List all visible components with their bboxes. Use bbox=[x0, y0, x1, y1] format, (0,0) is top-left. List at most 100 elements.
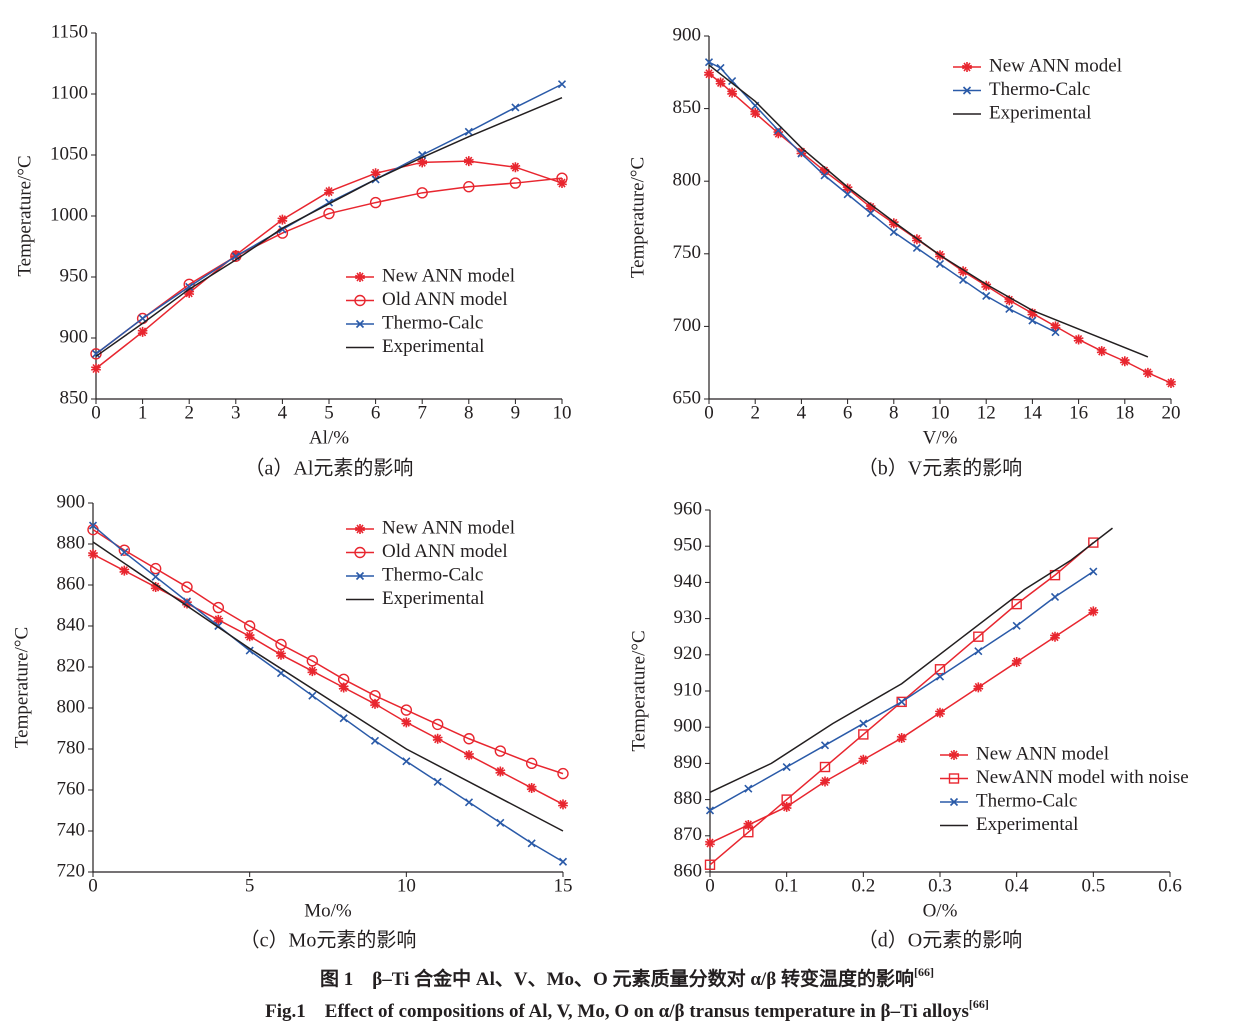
legend-marker bbox=[354, 546, 366, 559]
x-axis-label: Mo/% bbox=[304, 900, 352, 921]
marker bbox=[774, 126, 783, 135]
x-tick-label: 4 bbox=[278, 402, 288, 423]
marker bbox=[750, 107, 761, 118]
legend-marker bbox=[948, 773, 960, 784]
series-line bbox=[708, 73, 1172, 384]
marker bbox=[463, 733, 475, 745]
marker bbox=[727, 87, 738, 98]
legend-marker bbox=[354, 294, 366, 307]
marker bbox=[858, 754, 869, 765]
y-tick-label: 800 bbox=[57, 696, 86, 717]
marker bbox=[510, 162, 521, 173]
y-tick-label: 900 bbox=[674, 716, 703, 737]
x-tick-label: 0 bbox=[88, 875, 98, 896]
legend-label: Experimental bbox=[976, 814, 1078, 835]
marker bbox=[432, 733, 443, 744]
legend-label: Experimental bbox=[382, 336, 484, 357]
marker bbox=[525, 757, 538, 770]
marker bbox=[1011, 657, 1022, 668]
marker bbox=[213, 614, 224, 625]
x-tick-label: 10 bbox=[397, 875, 416, 896]
panel-caption: （d）O元素的影响 bbox=[858, 929, 1022, 952]
y-tick-label: 1000 bbox=[50, 204, 88, 225]
marker bbox=[324, 186, 334, 197]
y-tick-label: 960 bbox=[674, 498, 703, 519]
y-axis-label: Temperature/°C bbox=[14, 155, 35, 276]
marker bbox=[558, 799, 568, 810]
marker bbox=[820, 171, 829, 180]
y-tick-label: 890 bbox=[674, 752, 703, 773]
legend-marker bbox=[949, 750, 959, 760]
marker bbox=[1011, 598, 1022, 610]
y-tick-label: 1050 bbox=[50, 143, 88, 164]
marker bbox=[781, 801, 792, 812]
caption-ref: [66] bbox=[969, 997, 989, 1011]
marker bbox=[277, 214, 288, 225]
legend-label: NewANN model with noise bbox=[976, 767, 1189, 788]
x-tick-label: 0 bbox=[91, 402, 101, 423]
x-tick-label: 5 bbox=[245, 875, 255, 896]
x-axis-label: Al/% bbox=[309, 427, 349, 448]
y-tick-label: 740 bbox=[57, 819, 86, 840]
marker bbox=[1027, 308, 1038, 319]
legend-label: New ANN model bbox=[989, 55, 1122, 76]
figure-caption-en: Fig.1 Effect of compositions of Al, V, M… bbox=[265, 997, 989, 1023]
marker bbox=[120, 548, 129, 557]
marker bbox=[307, 666, 318, 677]
marker bbox=[401, 717, 412, 728]
marker bbox=[959, 275, 968, 285]
marker bbox=[370, 736, 380, 745]
marker bbox=[185, 282, 194, 291]
marker bbox=[889, 227, 898, 237]
marker bbox=[118, 544, 131, 556]
marker bbox=[181, 581, 193, 593]
y-tick-label: 750 bbox=[673, 242, 702, 263]
marker bbox=[897, 697, 906, 706]
x-axis-label: V/% bbox=[923, 427, 958, 448]
marker bbox=[137, 326, 148, 337]
x-tick-label: 10 bbox=[931, 402, 950, 423]
y-tick-label: 880 bbox=[674, 788, 703, 809]
marker bbox=[495, 766, 506, 777]
marker bbox=[230, 250, 241, 261]
marker bbox=[369, 690, 381, 702]
series-line bbox=[92, 541, 564, 832]
marker bbox=[1089, 567, 1098, 576]
y-tick-label: 920 bbox=[674, 643, 703, 664]
marker bbox=[243, 620, 256, 632]
y-tick-label: 880 bbox=[57, 532, 86, 553]
marker bbox=[1051, 328, 1060, 337]
marker bbox=[973, 631, 984, 642]
y-tick-label: 850 bbox=[673, 97, 702, 118]
marker bbox=[1088, 537, 1099, 548]
marker bbox=[418, 150, 427, 160]
marker bbox=[527, 839, 536, 848]
x-tick-label: 0.4 bbox=[1005, 875, 1029, 896]
marker bbox=[182, 598, 192, 609]
marker bbox=[796, 147, 807, 158]
x-tick-label: 8 bbox=[464, 402, 474, 423]
x-tick-label: 0.6 bbox=[1158, 875, 1182, 896]
y-tick-label: 650 bbox=[673, 387, 702, 408]
x-tick-label: 0.3 bbox=[928, 875, 952, 896]
y-tick-label: 780 bbox=[57, 737, 86, 758]
y-tick-label: 720 bbox=[57, 860, 86, 881]
panel-caption: （c）Mo元素的影响 bbox=[240, 929, 417, 952]
marker bbox=[797, 149, 806, 158]
legend-marker bbox=[355, 524, 365, 534]
legend-marker bbox=[949, 797, 959, 807]
marker bbox=[275, 638, 287, 651]
marker bbox=[888, 218, 899, 229]
marker bbox=[1119, 356, 1130, 367]
marker bbox=[494, 745, 507, 757]
y-tick-label: 860 bbox=[674, 860, 703, 881]
y-tick-label: 820 bbox=[57, 655, 86, 676]
x-tick-label: 7 bbox=[417, 402, 427, 423]
marker bbox=[935, 707, 945, 718]
legend-label: New ANN model bbox=[976, 743, 1109, 764]
y-tick-label: 1150 bbox=[51, 21, 88, 42]
x-tick-label: 10 bbox=[553, 402, 572, 423]
marker bbox=[896, 733, 907, 744]
marker bbox=[369, 196, 382, 209]
series-line bbox=[708, 64, 1149, 358]
